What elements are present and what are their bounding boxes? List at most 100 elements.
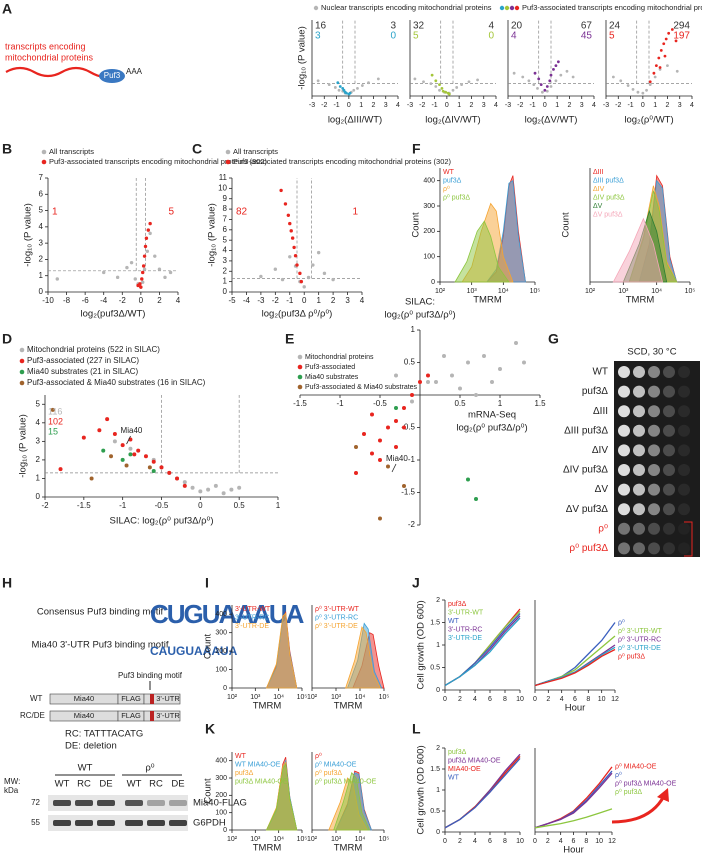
point [175, 476, 180, 481]
y-tick-label: 3 [223, 256, 228, 265]
x-tick-label: -1 [119, 501, 127, 510]
point [141, 264, 146, 268]
point [549, 73, 553, 77]
y-tick-label: 1 [223, 277, 228, 286]
colony-spot [633, 522, 645, 535]
band [147, 800, 165, 806]
x-tick-label: 0 [443, 838, 447, 845]
growth-line [534, 772, 613, 829]
y-tick-label: 0 [223, 685, 227, 692]
point [198, 489, 203, 494]
x-tick-label: 0.5 [454, 399, 466, 408]
growth-line [534, 635, 616, 687]
point [447, 92, 451, 96]
tag-label: FLAG [121, 694, 141, 703]
x-label: Hour [563, 845, 584, 856]
y-tick-label: 200 [215, 648, 227, 655]
gene-label: Mia40 [74, 711, 94, 720]
band [75, 820, 93, 826]
point [536, 87, 539, 90]
diagram-text: transcripts encoding [5, 41, 86, 51]
x-tick-label: -1 [333, 102, 339, 109]
point [402, 484, 406, 488]
legend-label: 3'-UTR-RC [235, 614, 269, 621]
colony-spot [678, 385, 690, 398]
note: RC: TATTTACATG [65, 729, 143, 740]
legend-label: Mia40 substrates (21 in SILAC) [27, 367, 138, 376]
band [97, 820, 115, 826]
point [667, 31, 671, 35]
strain-label: ΔIII puf3Δ [564, 425, 608, 436]
y-tick-label: 400 [215, 611, 227, 618]
panel-title: SCD, 30 °C [627, 347, 676, 358]
colony-spot [648, 503, 660, 516]
legend-label: 3'-UTR-WT [235, 606, 271, 613]
y-tick-label: 5 [36, 399, 41, 408]
x-tick-label: 0 [533, 696, 537, 703]
x-tick-label: -3 [407, 102, 413, 109]
point [522, 360, 526, 365]
colony-spot [618, 503, 630, 516]
x-tick-label: 0.5 [234, 501, 246, 510]
mw-label: kDa [4, 786, 19, 795]
count-label: 102 [48, 416, 63, 426]
x-label: TMRM [334, 701, 363, 712]
point [138, 282, 142, 286]
strain-label: WT [592, 367, 608, 378]
legend-label: All transcripts [233, 147, 278, 156]
x-tick-label: 10⁵ [297, 836, 308, 843]
x-tick-label: 6 [573, 696, 577, 703]
x-tick-label: 12 [608, 838, 616, 845]
construct-label: RC/DE [20, 711, 45, 720]
x-tick-label: 3 [678, 102, 682, 109]
point [611, 75, 615, 79]
band [125, 820, 143, 826]
y-tick-label: 9 [223, 194, 228, 203]
y-label: Count [561, 212, 572, 238]
colony-spot [633, 444, 645, 457]
legend-dot [19, 369, 25, 375]
note: DE: deletion [65, 741, 117, 752]
lane-label: WT [127, 779, 142, 790]
legend-label: ρ⁰ puf3Δ [315, 769, 342, 777]
utr-label: 3'-UTR [156, 711, 180, 720]
lane-label: DE [99, 779, 112, 790]
x-tick-label: -2 [517, 102, 523, 109]
y-tick-label: 1.5 [430, 619, 440, 626]
point [554, 79, 558, 83]
colony-spot [678, 464, 690, 476]
panel-letter: G [548, 331, 559, 347]
band [75, 800, 93, 806]
x-tick-label: 2 [331, 296, 336, 305]
growth-line [534, 648, 616, 687]
colony-spot [618, 424, 630, 437]
colony-spot [618, 366, 630, 378]
point [663, 54, 667, 58]
colony-spot [663, 483, 675, 496]
x-label: log₂(ρ⁰/WT) [624, 115, 673, 126]
x-tick-label: 1 [457, 102, 461, 109]
x-tick-label: 10 [598, 696, 606, 703]
colony-spot [618, 542, 630, 555]
y-tick-label: 0 [36, 492, 41, 501]
annotation: Mia40 [386, 454, 408, 463]
point [302, 285, 306, 289]
strain-label: ΔIV [592, 445, 608, 456]
x-tick-label: -2 [615, 102, 621, 109]
point [429, 82, 433, 86]
histogram [345, 626, 381, 689]
point [81, 435, 86, 440]
y-tick-label: 1 [436, 642, 440, 649]
point [641, 91, 645, 95]
legend-label: WT [235, 753, 247, 760]
band [169, 820, 187, 826]
x-tick-label: 4 [473, 696, 477, 703]
point [288, 255, 292, 259]
count-label: 20 [511, 21, 523, 32]
band [147, 820, 165, 826]
point [316, 250, 321, 255]
utr-box [143, 693, 181, 705]
lane-label: WT [55, 779, 70, 790]
point [333, 86, 337, 89]
point [146, 228, 150, 232]
